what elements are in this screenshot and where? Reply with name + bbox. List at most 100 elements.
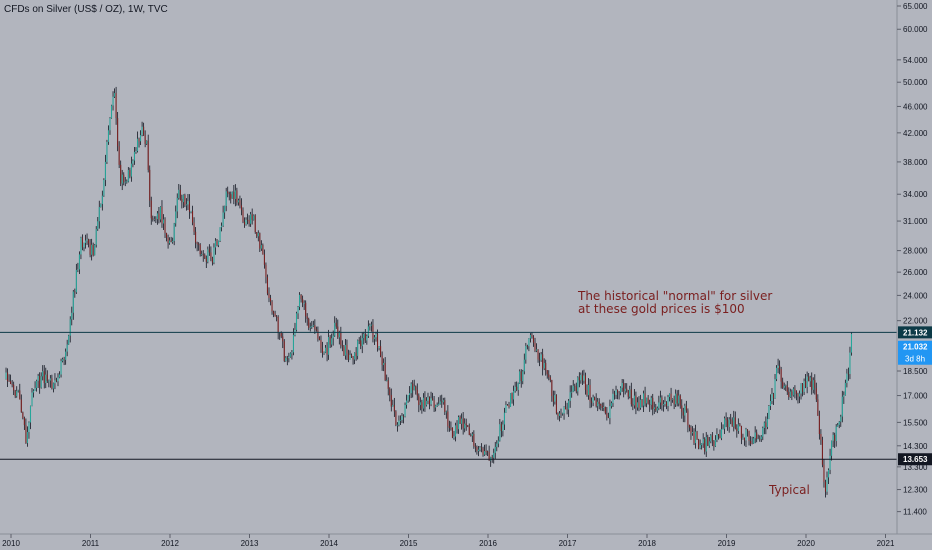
candle <box>672 398 674 403</box>
candle-body <box>413 386 415 391</box>
candle <box>357 339 359 360</box>
candle <box>360 335 362 350</box>
candle-body <box>571 391 573 393</box>
candle-body <box>757 438 759 440</box>
candle <box>257 230 259 242</box>
candle <box>247 213 249 225</box>
candle <box>251 208 253 225</box>
candle-body <box>69 319 71 336</box>
candle <box>259 232 261 253</box>
price-label-21.132: 21.132 <box>898 326 932 339</box>
annotation-typical: Typical <box>769 483 810 497</box>
candle-body <box>91 244 93 255</box>
candle <box>303 300 305 310</box>
candle <box>592 394 594 407</box>
candle <box>346 339 348 360</box>
candle-body <box>161 206 163 224</box>
candle <box>643 390 645 412</box>
candle <box>693 428 695 445</box>
candle-body <box>135 151 137 152</box>
candle-body <box>364 333 366 341</box>
candle <box>103 178 105 197</box>
candle-body <box>479 447 481 450</box>
candle <box>150 196 152 225</box>
candle <box>13 381 15 396</box>
candle <box>412 380 414 398</box>
candle-body <box>800 383 802 394</box>
candle-body <box>539 359 541 361</box>
candle-body <box>639 399 642 408</box>
candle-body <box>187 201 189 205</box>
candle <box>636 397 638 411</box>
candle <box>591 397 593 408</box>
candle-body <box>843 395 845 397</box>
candle-body <box>844 382 846 396</box>
candle-body <box>106 141 108 162</box>
candle <box>494 441 496 460</box>
candle <box>528 338 530 352</box>
candle-body <box>655 407 657 411</box>
candle <box>207 246 209 264</box>
candle <box>733 410 735 432</box>
candle-body <box>190 211 192 212</box>
candle <box>173 222 175 246</box>
candle-body <box>714 439 716 447</box>
candle-body <box>445 411 447 413</box>
y-tick-label: 13.300 <box>903 463 928 472</box>
candle-body <box>130 163 132 177</box>
candle <box>325 344 327 354</box>
candle <box>850 332 853 356</box>
candle <box>188 194 191 219</box>
candle-body <box>184 195 186 206</box>
candle-body <box>302 299 304 304</box>
candle-body <box>178 189 180 199</box>
candle <box>326 342 328 362</box>
candle-body <box>75 270 77 293</box>
candle <box>227 186 229 198</box>
candle <box>114 88 116 98</box>
candle-body <box>772 393 775 399</box>
candle <box>526 344 528 350</box>
candle <box>289 352 291 358</box>
candle <box>774 373 776 399</box>
candle-body <box>260 245 262 249</box>
candle-body <box>630 389 632 405</box>
candle-body <box>798 393 801 397</box>
y-tick-label: 50.000 <box>903 78 928 87</box>
candle-body <box>341 345 343 347</box>
candle-body <box>786 385 788 392</box>
candle-body <box>173 223 175 241</box>
candle-body <box>581 374 583 381</box>
candle <box>245 217 247 226</box>
candle <box>243 217 246 228</box>
candle-body <box>555 395 557 414</box>
candle <box>428 396 431 410</box>
candle-body <box>491 457 493 459</box>
candle <box>404 402 406 418</box>
candle-body <box>430 398 432 405</box>
candle-body <box>133 151 135 161</box>
candle <box>129 167 131 179</box>
candle-body <box>263 254 265 265</box>
candle-body <box>595 400 597 407</box>
candle-body <box>352 357 354 360</box>
candle-body <box>791 391 793 396</box>
candle <box>511 392 513 404</box>
candle-body <box>477 449 479 452</box>
candle-body <box>832 434 834 441</box>
candle <box>696 430 698 440</box>
candle-body <box>795 391 797 395</box>
candle-body <box>792 388 794 396</box>
candle-body <box>199 244 201 255</box>
x-tick-label: 2013 <box>241 539 259 548</box>
candle <box>537 349 539 363</box>
candle-body <box>572 385 574 392</box>
candle-body <box>633 395 635 406</box>
y-tick-label: 65.000 <box>903 2 928 11</box>
candle <box>305 300 307 323</box>
candle <box>794 385 796 399</box>
candle <box>141 121 143 137</box>
candle <box>390 388 392 412</box>
candle-body <box>386 380 388 382</box>
